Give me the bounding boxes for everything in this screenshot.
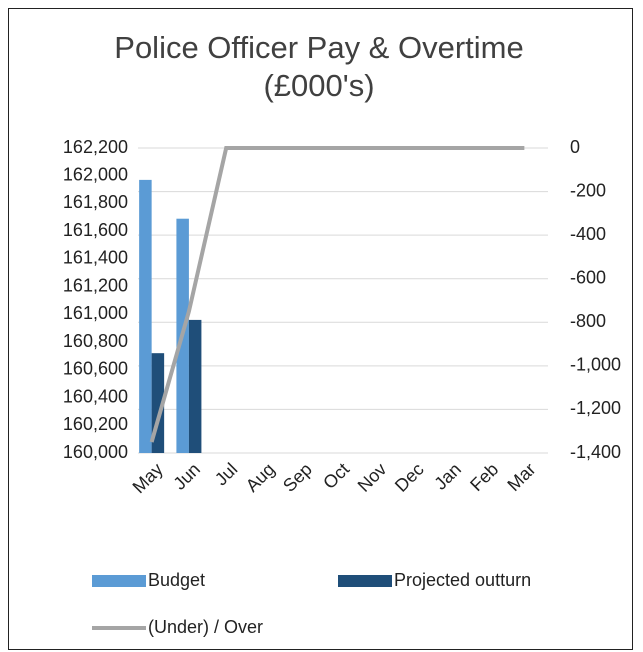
y2-tick-label: -200: [570, 180, 606, 200]
y-tick-label: 160,600: [63, 359, 128, 379]
chart-frame: Police Officer Pay & Overtime (£000's): [8, 8, 633, 650]
y2-tick-label: -1,400: [570, 442, 621, 462]
y-tick-label: 161,200: [63, 275, 128, 295]
x-tick-label: Dec: [391, 459, 428, 496]
y-tick-label: 162,200: [63, 137, 128, 157]
line: [149, 146, 525, 443]
y2-tick-label: -1,200: [570, 398, 621, 418]
x-tick-label: Jun: [169, 459, 204, 494]
y-tick-label: 160,000: [63, 442, 128, 462]
legend-label: Projected outturn: [394, 570, 531, 590]
y-tick-label: 161,800: [63, 192, 128, 212]
x-tick-label: Nov: [354, 459, 391, 496]
bar: [139, 179, 152, 454]
x-tick-label: May: [129, 459, 167, 497]
y2-tick-label: 0: [570, 137, 580, 157]
y-tick-label: 160,400: [63, 386, 128, 406]
y-tick-label: 161,000: [63, 303, 128, 323]
legend-swatch: [92, 575, 146, 587]
y-tick-label: 161,600: [63, 220, 128, 240]
y2-tick-label: -400: [570, 224, 606, 244]
chart-title: Police Officer Pay & Overtime (£000's): [114, 30, 524, 103]
x-tick-label: Oct: [319, 459, 353, 493]
y2-tick-label: -1,000: [570, 355, 621, 375]
y2-tick-label: -800: [570, 311, 606, 331]
x-tick-label: Jul: [211, 459, 241, 489]
bar: [188, 319, 202, 453]
x-tick-label: Jan: [430, 459, 465, 494]
legend-label: (Under) / Over: [148, 617, 263, 637]
x-tick-label: Feb: [466, 459, 502, 495]
legend-label: Budget: [148, 570, 205, 590]
x-tick-label: Aug: [242, 459, 279, 496]
x-tick-label: Mar: [503, 459, 539, 495]
y-tick-label: 160,800: [63, 331, 128, 351]
y-tick-label: 160,200: [63, 414, 128, 434]
legend-swatch: [338, 575, 392, 587]
y-tick-label: 162,000: [63, 164, 128, 184]
y-tick-label: 161,400: [63, 248, 128, 268]
y2-tick-label: -600: [570, 267, 606, 287]
x-tick-label: Sep: [279, 459, 316, 496]
